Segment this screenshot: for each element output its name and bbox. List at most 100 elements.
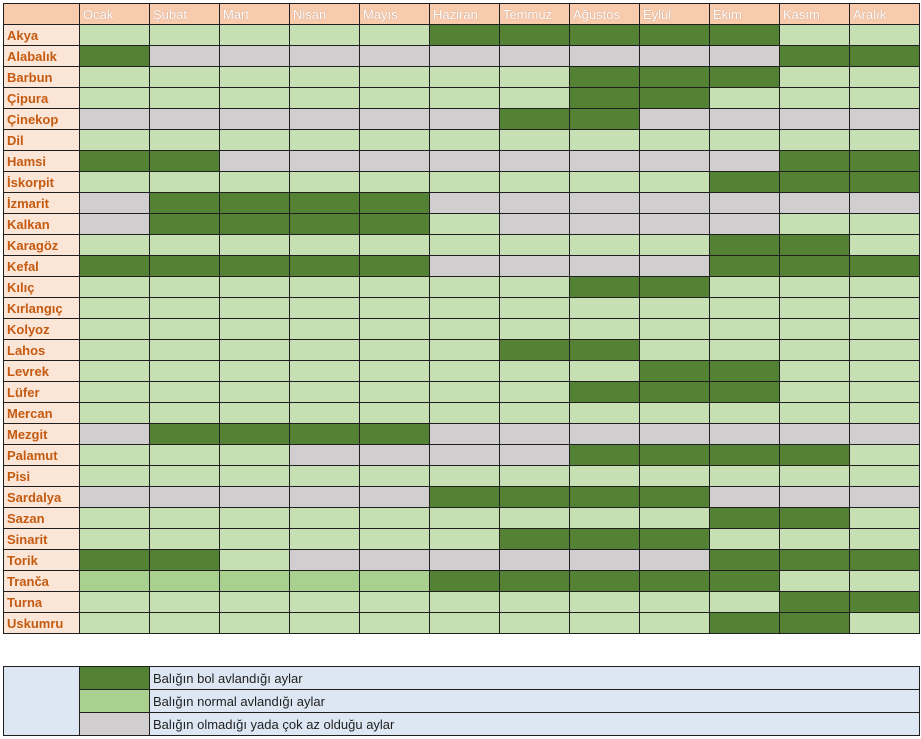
month-cell[interactable] [639, 318, 710, 340]
month-cell[interactable] [779, 612, 850, 634]
month-cell[interactable] [499, 360, 570, 382]
month-cell[interactable] [289, 45, 360, 67]
month-cell[interactable] [499, 150, 570, 172]
month-cell[interactable] [149, 528, 220, 550]
month-cell[interactable] [849, 171, 920, 193]
month-cell[interactable] [849, 213, 920, 235]
month-cell[interactable] [149, 150, 220, 172]
month-cell[interactable] [149, 465, 220, 487]
month-cell[interactable] [289, 171, 360, 193]
month-cell[interactable] [499, 381, 570, 403]
month-cell[interactable] [569, 129, 640, 151]
month-cell[interactable] [639, 24, 710, 46]
month-cell[interactable] [79, 213, 150, 235]
month-cell[interactable] [499, 297, 570, 319]
month-cell[interactable] [569, 255, 640, 277]
month-cell[interactable] [569, 528, 640, 550]
month-cell[interactable] [709, 360, 780, 382]
month-cell[interactable] [219, 24, 290, 46]
month-cell[interactable] [429, 150, 500, 172]
month-cell[interactable] [149, 66, 220, 88]
month-cell[interactable] [709, 234, 780, 256]
month-cell[interactable] [779, 255, 850, 277]
month-cell[interactable] [289, 318, 360, 340]
month-cell[interactable] [359, 339, 430, 361]
month-cell[interactable] [569, 66, 640, 88]
month-cell[interactable] [569, 108, 640, 130]
month-cell[interactable] [219, 108, 290, 130]
month-cell[interactable] [709, 402, 780, 424]
month-cell[interactable] [429, 528, 500, 550]
month-cell[interactable] [639, 108, 710, 130]
month-cell[interactable] [289, 297, 360, 319]
month-cell[interactable] [569, 507, 640, 529]
month-cell[interactable] [779, 549, 850, 571]
month-cell[interactable] [79, 381, 150, 403]
month-cell[interactable] [709, 591, 780, 613]
fish-name[interactable]: Dil [3, 129, 80, 151]
month-cell[interactable] [849, 339, 920, 361]
fish-name[interactable]: Tranča [3, 570, 80, 592]
month-cell[interactable] [709, 24, 780, 46]
month-cell[interactable] [289, 465, 360, 487]
month-cell[interactable] [359, 213, 430, 235]
month-cell[interactable] [709, 276, 780, 298]
month-cell[interactable] [359, 570, 430, 592]
month-cell[interactable] [639, 213, 710, 235]
month-cell[interactable] [849, 108, 920, 130]
month-cell[interactable] [849, 465, 920, 487]
month-cell[interactable] [569, 444, 640, 466]
month-cell[interactable] [709, 213, 780, 235]
month-cell[interactable] [219, 318, 290, 340]
month-cell[interactable] [849, 402, 920, 424]
month-cell[interactable] [79, 549, 150, 571]
month-cell[interactable] [79, 465, 150, 487]
month-cell[interactable] [219, 276, 290, 298]
month-cell[interactable] [289, 213, 360, 235]
month-cell[interactable] [219, 381, 290, 403]
month-cell[interactable] [499, 192, 570, 214]
month-cell[interactable] [709, 570, 780, 592]
month-cell[interactable] [79, 339, 150, 361]
month-cell[interactable] [639, 465, 710, 487]
month-cell[interactable] [779, 24, 850, 46]
month-cell[interactable] [499, 129, 570, 151]
month-cell[interactable] [639, 45, 710, 67]
month-cell[interactable] [849, 234, 920, 256]
month-cell[interactable] [79, 24, 150, 46]
month-cell[interactable] [849, 150, 920, 172]
month-cell[interactable] [149, 234, 220, 256]
month-cell[interactable] [79, 402, 150, 424]
month-cell[interactable] [709, 318, 780, 340]
month-cell[interactable] [569, 465, 640, 487]
month-cell[interactable] [359, 507, 430, 529]
month-cell[interactable] [429, 381, 500, 403]
month-cell[interactable] [149, 318, 220, 340]
month-cell[interactable] [219, 171, 290, 193]
month-cell[interactable] [359, 297, 430, 319]
fish-name[interactable]: Palamut [3, 444, 80, 466]
month-cell[interactable] [779, 507, 850, 529]
month-cell[interactable] [569, 612, 640, 634]
month-cell[interactable] [709, 486, 780, 508]
fish-name[interactable]: Karagöz [3, 234, 80, 256]
month-cell[interactable] [79, 423, 150, 445]
month-cell[interactable] [289, 360, 360, 382]
month-cell[interactable] [709, 108, 780, 130]
month-cell[interactable] [289, 423, 360, 445]
month-cell[interactable] [569, 339, 640, 361]
month-cell[interactable] [429, 24, 500, 46]
month-cell[interactable] [499, 402, 570, 424]
month-cell[interactable] [149, 24, 220, 46]
month-cell[interactable] [359, 465, 430, 487]
month-cell[interactable] [359, 528, 430, 550]
month-cell[interactable] [429, 612, 500, 634]
fish-name[interactable]: Kılıç [3, 276, 80, 298]
month-cell[interactable] [849, 444, 920, 466]
month-cell[interactable] [359, 402, 430, 424]
fish-name[interactable]: Çinekop [3, 108, 80, 130]
month-cell[interactable] [849, 66, 920, 88]
month-cell[interactable] [79, 318, 150, 340]
month-cell[interactable] [289, 570, 360, 592]
month-cell[interactable] [709, 129, 780, 151]
